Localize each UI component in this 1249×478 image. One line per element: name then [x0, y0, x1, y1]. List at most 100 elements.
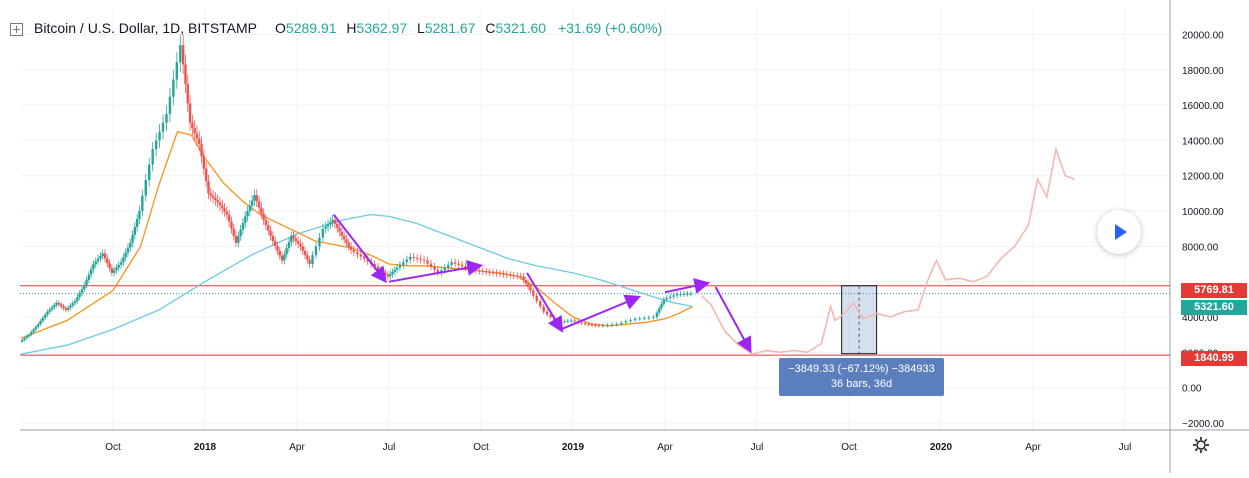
expand-icon[interactable]	[10, 23, 23, 36]
candle-body	[267, 225, 270, 231]
candle-body	[87, 274, 91, 280]
x-tick-label: Jul	[383, 442, 396, 453]
candle-body	[30, 332, 33, 335]
candle-body	[186, 83, 189, 104]
open-value: 5289.91	[285, 20, 337, 36]
candle-body	[689, 293, 693, 295]
candle-body	[580, 322, 583, 324]
candle-body	[379, 269, 383, 272]
candle-body	[539, 301, 542, 307]
candle-body	[583, 323, 587, 325]
candle-body	[223, 208, 226, 212]
close-value: 5321.60	[495, 20, 547, 36]
candle-body	[314, 246, 318, 256]
candle-body	[158, 131, 161, 141]
candle-body	[227, 214, 231, 222]
candle-body	[161, 122, 165, 132]
price-tag-lower: 1840.99	[1181, 351, 1247, 366]
candle-body	[478, 270, 481, 272]
candle-body	[491, 272, 495, 274]
candle-body	[80, 289, 84, 294]
candle-body	[415, 257, 419, 259]
candle-body	[110, 267, 114, 273]
replay-play-button[interactable]	[1097, 210, 1141, 254]
candle-body	[471, 268, 474, 270]
candle-body	[318, 237, 321, 247]
candle-body	[195, 133, 199, 139]
candle-body	[498, 273, 502, 275]
candle-body	[89, 269, 93, 275]
candle-body	[184, 64, 187, 84]
candle-body	[175, 62, 179, 80]
candle-body	[117, 264, 120, 268]
candle-body	[151, 149, 154, 165]
measure-line-1: −3849.33 (−67.12%) −384933	[788, 363, 935, 375]
candle-body	[345, 239, 348, 243]
candle-body	[342, 235, 346, 240]
candle-body	[269, 230, 272, 236]
candle-body	[419, 258, 422, 260]
x-tick-label: Jul	[751, 442, 764, 453]
high-label: H	[346, 20, 357, 36]
candle-body	[280, 255, 284, 261]
y-tick-label: 4000.00	[1182, 313, 1219, 324]
candle-body	[32, 329, 35, 333]
candle-body	[495, 272, 498, 274]
candle-body	[78, 293, 81, 298]
candle-body	[209, 193, 212, 196]
candle-body	[384, 272, 387, 275]
candle-body	[522, 276, 525, 280]
candle-body	[373, 264, 376, 267]
candle-body	[393, 269, 396, 272]
candle-body	[262, 213, 265, 220]
candle-body	[363, 256, 366, 259]
candle-body	[48, 309, 51, 312]
candle-body	[168, 96, 172, 114]
trend-arrow	[714, 286, 752, 354]
candle-body	[340, 231, 344, 236]
candle-body	[271, 235, 275, 242]
settings-gear-icon[interactable]	[1192, 436, 1210, 454]
measure-rectangle	[841, 285, 878, 355]
candle-body	[331, 219, 334, 223]
candle-body	[126, 247, 130, 253]
symbol-title[interactable]: Bitcoin / U.S. Dollar, 1D, BITSTAMP	[34, 20, 258, 36]
trend-arrow	[526, 272, 564, 333]
price-tag-upper: 5769.81	[1181, 283, 1247, 298]
y-tick-label: 0.00	[1182, 384, 1202, 395]
candle-body	[257, 201, 261, 208]
candle-body	[433, 266, 436, 270]
candle-body	[559, 321, 563, 323]
candle-body	[652, 316, 655, 318]
candle-body	[662, 299, 666, 304]
candle-body	[237, 236, 240, 243]
candle-body	[60, 304, 63, 307]
candle-body	[356, 252, 359, 255]
candle-body	[103, 253, 107, 259]
candle-body	[264, 219, 268, 226]
candle-body	[253, 195, 256, 201]
candle-body	[64, 308, 68, 310]
candle-body	[230, 221, 233, 229]
trend-arrow	[333, 213, 387, 284]
candle-body	[535, 295, 538, 302]
candle-body	[464, 266, 467, 268]
candle-body	[610, 324, 614, 326]
candle-body	[329, 222, 332, 225]
candle-body	[629, 320, 632, 322]
candle-body	[239, 229, 242, 237]
candle-body	[398, 264, 402, 268]
candle-body	[660, 303, 663, 309]
candle-body	[308, 259, 311, 265]
candle-body	[285, 248, 288, 255]
candle-body	[135, 219, 139, 227]
candle-body	[484, 271, 488, 273]
candle-body	[590, 324, 594, 326]
candle-body	[250, 200, 254, 206]
candle-body	[200, 143, 203, 157]
candle-body	[311, 255, 314, 265]
candle-body	[198, 138, 201, 144]
candle-body	[211, 195, 215, 198]
